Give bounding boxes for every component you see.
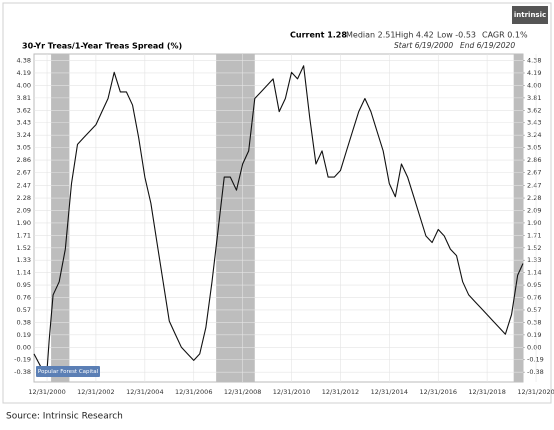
stat-cagr: CAGR 0.1% bbox=[482, 31, 528, 40]
y2-tick-label: 1.33 bbox=[527, 256, 541, 264]
y-tick-label: 4.19 bbox=[17, 69, 31, 77]
y2-tick-label: 0.38 bbox=[527, 318, 541, 326]
plot: -0.38 -0.19 0.00 0.19 0.38 0.57 0.76 0.95 1.14 1.… bbox=[14, 53, 554, 396]
x-tick-label: 12/31/2012 bbox=[322, 388, 359, 396]
stat-end: End 6/19/2020 bbox=[460, 41, 515, 50]
chart-title: 30-Yr Treas/1-Year Treas Spread (%) bbox=[22, 42, 182, 51]
x-tick-label: 12/31/2016 bbox=[420, 388, 457, 396]
y-tick-label: 0.95 bbox=[17, 281, 31, 289]
stat-start: Start 6/19/2000 bbox=[394, 41, 453, 50]
y-tick-label: 4.38 bbox=[17, 57, 31, 65]
x-tick-label: 12/31/2000 bbox=[28, 388, 65, 396]
y-tick-label: 2.47 bbox=[17, 182, 31, 190]
y2-tick-label: 0.00 bbox=[527, 343, 541, 351]
stat-current: Current 1.28 bbox=[290, 31, 347, 40]
y2-tick-label: 3.43 bbox=[527, 119, 541, 127]
y2-tick-label: 0.57 bbox=[527, 306, 541, 314]
stat-high: High 4.42 bbox=[395, 31, 434, 40]
y2-tick-label: 2.67 bbox=[527, 168, 541, 176]
watermark: Popular Forest Capital bbox=[38, 369, 99, 375]
y-tick-label: 0.38 bbox=[17, 318, 31, 326]
source: Source: Intrinsic Research bbox=[6, 412, 123, 422]
x-tick-label: 12/31/2020 bbox=[517, 388, 554, 396]
y-tick-label: 2.09 bbox=[17, 206, 31, 214]
x-tick-label: 12/31/2018 bbox=[468, 388, 505, 396]
x-tick-label: 12/31/2008 bbox=[224, 388, 261, 396]
y-tick-label: 0.76 bbox=[17, 294, 31, 302]
x-tick-label: 12/31/2014 bbox=[371, 388, 408, 396]
y2-tick-label: 2.86 bbox=[527, 156, 541, 164]
y-tick-label: 1.52 bbox=[17, 244, 31, 252]
logo: intrinsic bbox=[514, 11, 546, 19]
y-tick-label: 3.81 bbox=[17, 94, 31, 102]
y-tick-label: 2.86 bbox=[17, 156, 31, 164]
y2-tick-label: 1.90 bbox=[527, 219, 541, 227]
recession-band bbox=[51, 54, 70, 382]
y2-tick-label: 1.52 bbox=[527, 244, 541, 252]
y-tick-label: 4.00 bbox=[17, 81, 31, 89]
recession-band bbox=[513, 54, 523, 382]
y2-tick-label: 2.09 bbox=[527, 206, 541, 214]
y-tick-label: 0.19 bbox=[17, 331, 31, 339]
y2-tick-label: 0.19 bbox=[527, 331, 541, 339]
y-tick-label: 3.05 bbox=[17, 144, 31, 152]
y2-tick-label: 4.19 bbox=[527, 69, 541, 77]
x-tick-label: 12/31/2004 bbox=[126, 388, 163, 396]
y-tick-label: 1.71 bbox=[17, 231, 31, 239]
x-tick-label: 12/31/2002 bbox=[77, 388, 114, 396]
y-tick-label: 1.33 bbox=[17, 256, 31, 264]
y2-tick-label: 1.71 bbox=[527, 231, 541, 239]
x-tick-label: 12/31/2010 bbox=[273, 388, 310, 396]
y-tick-label: 3.62 bbox=[17, 106, 31, 114]
y2-tick-label: 0.95 bbox=[527, 281, 541, 289]
y-tick-label: 3.24 bbox=[17, 131, 31, 139]
y2-tick-label: 3.24 bbox=[527, 131, 541, 139]
y-tick-label: -0.19 bbox=[14, 356, 31, 364]
y2-tick-label: 2.47 bbox=[527, 182, 541, 190]
y-tick-label: 1.14 bbox=[17, 269, 31, 277]
x-tick-label: 12/31/2006 bbox=[175, 388, 212, 396]
y-tick-label: 0.00 bbox=[17, 343, 31, 351]
y2-tick-label: 3.62 bbox=[527, 106, 541, 114]
y-tick-label: 2.28 bbox=[17, 194, 31, 202]
y2-tick-label: 4.00 bbox=[527, 81, 541, 89]
y-tick-label: 2.67 bbox=[17, 168, 31, 176]
y2-tick-label: -0.19 bbox=[527, 356, 544, 364]
stat-median: Median 2.51 bbox=[346, 31, 395, 40]
y2-tick-label: 3.81 bbox=[527, 94, 541, 102]
y2-tick-label: 0.76 bbox=[527, 294, 541, 302]
y2-tick-label: -0.38 bbox=[527, 368, 544, 376]
y2-tick-label: 2.28 bbox=[527, 194, 541, 202]
plot-area bbox=[33, 53, 524, 383]
y-tick-label: 1.90 bbox=[17, 219, 31, 227]
y2-tick-label: 4.38 bbox=[527, 57, 541, 65]
y-tick-label: 3.43 bbox=[17, 119, 31, 127]
y2-tick-label: 3.05 bbox=[527, 144, 541, 152]
recession-band bbox=[216, 54, 255, 382]
stat-low: Low -0.53 bbox=[437, 31, 476, 40]
y-tick-label: -0.38 bbox=[14, 368, 31, 376]
y-tick-label: 0.57 bbox=[17, 306, 31, 314]
logo-box bbox=[512, 6, 548, 24]
watermark-box bbox=[36, 366, 100, 377]
y2-tick-label: 1.14 bbox=[527, 269, 541, 277]
spread-line bbox=[33, 65, 524, 371]
